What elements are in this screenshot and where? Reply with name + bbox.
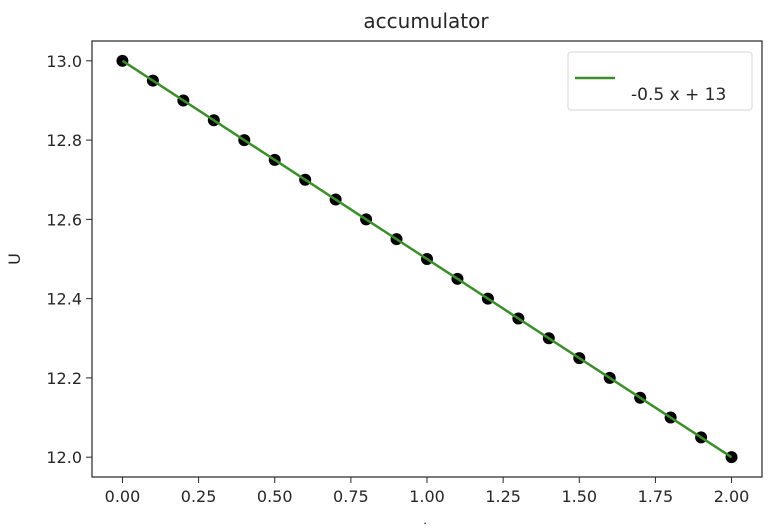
x-tick-label: 2.00	[714, 487, 750, 506]
x-tick-label: 0.50	[257, 487, 293, 506]
data-layer	[116, 54, 738, 464]
y-tick-label: 12.0	[46, 448, 82, 467]
legend-label: -0.5 x + 13	[631, 85, 726, 105]
x-tick-label: 1.00	[409, 487, 445, 506]
chart-title: accumulator	[363, 9, 489, 33]
y-tick-label: 12.8	[46, 131, 82, 150]
x-tick-label: 0.25	[181, 487, 217, 506]
fit-line	[121, 59, 733, 459]
plot-frame	[91, 40, 763, 478]
axes-layer: 0.00 0.25 0.50 0.75 1.00 1.25 1.50 1.75 2.00 12.0…	[46, 52, 749, 506]
y-tick-label: 13.0	[46, 52, 82, 71]
y-axis-label: U	[5, 253, 24, 265]
x-tick-label: 0.00	[105, 487, 141, 506]
x-tick-label: 1.75	[638, 487, 674, 506]
text-layer: accumulator U t	[5, 9, 489, 528]
x-tick-label: 1.25	[485, 487, 521, 506]
x-tick-label: 1.50	[561, 487, 597, 506]
frame-layer	[91, 40, 763, 478]
legend: -0.5 x + 13	[567, 51, 753, 111]
y-tick-label: 12.2	[46, 369, 82, 388]
y-tick-label: 12.6	[46, 210, 82, 229]
legend-box	[567, 51, 753, 111]
x-axis-label: t	[423, 519, 429, 524]
y-tick-label: 12.4	[46, 290, 82, 309]
x-tick-label: 0.75	[333, 487, 369, 506]
